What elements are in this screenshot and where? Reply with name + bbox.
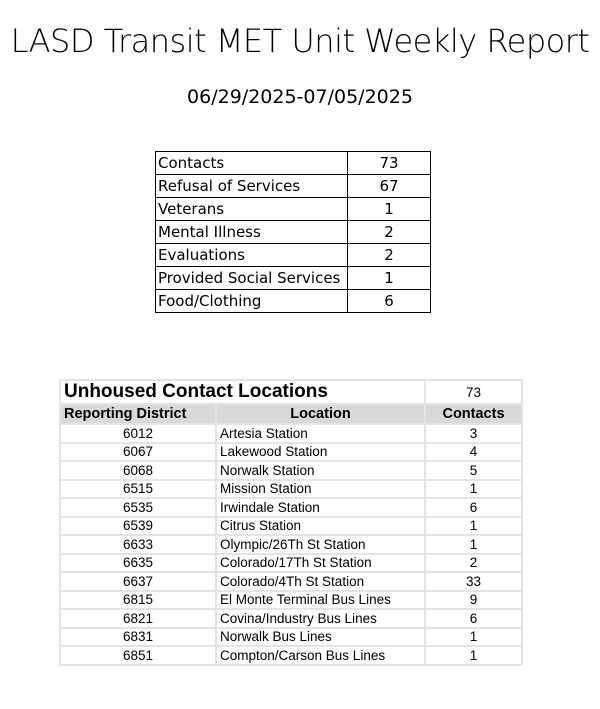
cell-reporting-district: 6635 — [59, 552, 217, 573]
summary-table: Contacts 73 Refusal of Services 67 Veterans 1… — [155, 151, 431, 313]
cell-contacts: 5 — [424, 460, 523, 481]
summary-row: Veterans 1 — [155, 197, 431, 221]
summary-value: 67 — [347, 174, 431, 198]
summary-row: Contacts 73 — [155, 151, 431, 175]
locations-table: Unhoused Contact Locations 73 Reporting … — [59, 379, 523, 666]
cell-reporting-district: 6821 — [59, 608, 217, 629]
summary-label: Food/Clothing — [155, 289, 348, 313]
summary-value: 6 — [347, 289, 431, 313]
cell-contacts: 6 — [424, 497, 523, 518]
table-row: 6535 Irwindale Station 6 — [59, 497, 523, 518]
cell-reporting-district: 6637 — [59, 571, 217, 592]
summary-value: 2 — [347, 243, 431, 267]
table-row: 6831 Norwalk Bus Lines 1 — [59, 626, 523, 647]
table-row: 6851 Compton/Carson Bus Lines 1 — [59, 645, 523, 666]
header-location: Location — [215, 403, 426, 425]
table-row: 6821 Covina/Industry Bus Lines 6 — [59, 608, 523, 629]
cell-location: Covina/Industry Bus Lines — [215, 608, 426, 629]
summary-value: 1 — [347, 197, 431, 221]
locations-title: Unhoused Contact Locations — [59, 379, 426, 405]
cell-contacts: 2 — [424, 552, 523, 573]
summary-value: 2 — [347, 220, 431, 244]
cell-location: Olympic/26Th St Station — [215, 534, 426, 555]
table-row: 6635 Colorado/17Th St Station 2 — [59, 552, 523, 573]
cell-reporting-district: 6012 — [59, 423, 217, 444]
table-row: 6539 Citrus Station 1 — [59, 515, 523, 536]
cell-contacts: 3 — [424, 423, 523, 444]
summary-row: Refusal of Services 67 — [155, 174, 431, 198]
table-row: 6515 Mission Station 1 — [59, 478, 523, 499]
cell-location: Citrus Station — [215, 515, 426, 536]
cell-contacts: 1 — [424, 478, 523, 499]
report-title: LASD Transit MET Unit Weekly Report — [10, 22, 590, 60]
summary-label: Refusal of Services — [155, 174, 348, 198]
cell-location: Colorado/17Th St Station — [215, 552, 426, 573]
summary-value: 1 — [347, 266, 431, 290]
cell-location: Colorado/4Th St Station — [215, 571, 426, 592]
cell-location: Artesia Station — [215, 423, 426, 444]
summary-label: Provided Social Services — [155, 266, 348, 290]
summary-label: Evaluations — [155, 243, 348, 267]
cell-contacts: 4 — [424, 441, 523, 462]
cell-location: El Monte Terminal Bus Lines — [215, 589, 426, 610]
summary-row: Evaluations 2 — [155, 243, 431, 267]
cell-contacts: 1 — [424, 645, 523, 666]
cell-contacts: 1 — [424, 534, 523, 555]
table-row: 6815 El Monte Terminal Bus Lines 9 — [59, 589, 523, 610]
header-reporting-district: Reporting District — [59, 403, 217, 425]
summary-row: Mental Illness 2 — [155, 220, 431, 244]
date-range: 06/29/2025-07/05/2025 — [187, 86, 413, 108]
cell-contacts: 1 — [424, 515, 523, 536]
cell-location: Lakewood Station — [215, 441, 426, 462]
summary-label: Veterans — [155, 197, 348, 221]
cell-reporting-district: 6515 — [59, 478, 217, 499]
header-contacts: Contacts — [424, 403, 523, 425]
cell-reporting-district: 6068 — [59, 460, 217, 481]
cell-contacts: 1 — [424, 626, 523, 647]
cell-reporting-district: 6539 — [59, 515, 217, 536]
cell-reporting-district: 6535 — [59, 497, 217, 518]
locations-title-row: Unhoused Contact Locations 73 — [59, 379, 523, 405]
summary-value: 73 — [347, 151, 431, 175]
cell-location: Compton/Carson Bus Lines — [215, 645, 426, 666]
summary-row: Provided Social Services 1 — [155, 266, 431, 290]
cell-reporting-district: 6633 — [59, 534, 217, 555]
table-row: 6637 Colorado/4Th St Station 33 — [59, 571, 523, 592]
summary-row: Food/Clothing 6 — [155, 289, 431, 313]
cell-contacts: 6 — [424, 608, 523, 629]
table-row: 6067 Lakewood Station 4 — [59, 441, 523, 462]
table-row: 6633 Olympic/26Th St Station 1 — [59, 534, 523, 555]
cell-reporting-district: 6815 — [59, 589, 217, 610]
summary-label: Contacts — [155, 151, 348, 175]
table-row: 6068 Norwalk Station 5 — [59, 460, 523, 481]
cell-location: Mission Station — [215, 478, 426, 499]
cell-contacts: 33 — [424, 571, 523, 592]
cell-location: Norwalk Station — [215, 460, 426, 481]
cell-location: Irwindale Station — [215, 497, 426, 518]
table-row: 6012 Artesia Station 3 — [59, 423, 523, 444]
locations-total: 73 — [424, 379, 523, 405]
cell-reporting-district: 6831 — [59, 626, 217, 647]
header-row: Reporting District Location Contacts — [59, 403, 523, 425]
cell-reporting-district: 6067 — [59, 441, 217, 462]
summary-label: Mental Illness — [155, 220, 348, 244]
cell-reporting-district: 6851 — [59, 645, 217, 666]
cell-location: Norwalk Bus Lines — [215, 626, 426, 647]
cell-contacts: 9 — [424, 589, 523, 610]
